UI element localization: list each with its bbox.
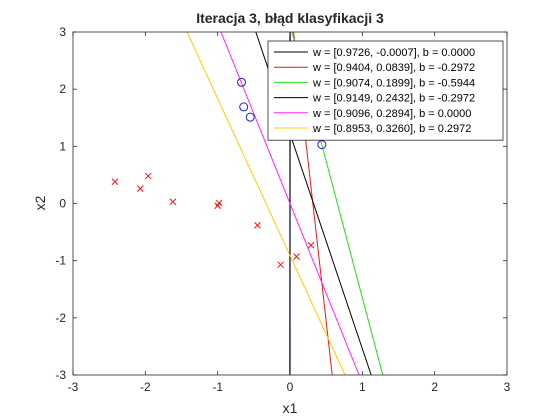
x-tick-label: 0	[287, 380, 294, 394]
point-x-marker	[136, 185, 144, 192]
data-points	[111, 77, 327, 269]
point-x-marker	[215, 199, 223, 207]
decision-line-6	[186, 32, 346, 375]
legend-entry-3: w = [0.9074, 0.1899], b = -0.5944	[312, 77, 475, 89]
point-x-marker	[293, 253, 300, 261]
point-x-marker	[169, 198, 177, 206]
legend-box	[267, 40, 504, 141]
point-x-marker	[144, 172, 152, 180]
decision-line-5	[220, 32, 360, 375]
x-tick-label: -3	[68, 380, 79, 394]
point-o-marker	[317, 140, 327, 150]
x-tick-label: 1	[359, 380, 366, 394]
legend-entry-6: w = [0.8953, 0.3260], b = 0.2972	[312, 123, 471, 135]
legend-entry-5: w = [0.9096, 0.2894], b = 0.0000	[312, 108, 471, 120]
x-tick-label: -2	[140, 380, 151, 394]
point-x-marker	[111, 178, 119, 186]
point-o-marker	[237, 77, 247, 87]
y-tick-label: -3	[55, 368, 66, 382]
x-axis-label: x1	[283, 400, 298, 416]
point-o-marker	[245, 112, 255, 122]
point-x-marker	[277, 261, 284, 269]
legend-entry-2: w = [0.9404, 0.0839], b = -0.2972	[312, 62, 475, 74]
legend-entry-1: w = [0.9726, -0.0007], b = 0.0000	[312, 47, 475, 59]
y-tick-label: -2	[55, 311, 66, 325]
legend-entry-4: w = [0.9149, 0.2432], b = -0.2972	[312, 93, 475, 105]
x-tick-label: -1	[212, 380, 223, 394]
y-tick-label: 3	[59, 25, 66, 39]
point-x-marker	[254, 221, 261, 229]
point-o-marker	[239, 102, 249, 112]
y-axis-label: x2	[32, 195, 48, 210]
legend: w = [0.9726, -0.0007], b = 0.0000 w = [0.…	[267, 40, 504, 141]
y-tick-label: 0	[59, 197, 66, 211]
chart-title: Iteracja 3, błąd klasyfikacji 3	[196, 10, 384, 26]
y-tick-label: 2	[59, 82, 66, 96]
x-tick-label: 2	[431, 380, 438, 394]
x-tick-label: 3	[504, 380, 511, 394]
axis-ticks: -3 -2 -1 0 1 2 3 -3 -2 -1 0 1 2 3	[55, 25, 510, 394]
y-tick-label: 1	[59, 139, 66, 153]
point-x-marker	[307, 241, 315, 249]
y-tick-label: -1	[55, 254, 66, 268]
